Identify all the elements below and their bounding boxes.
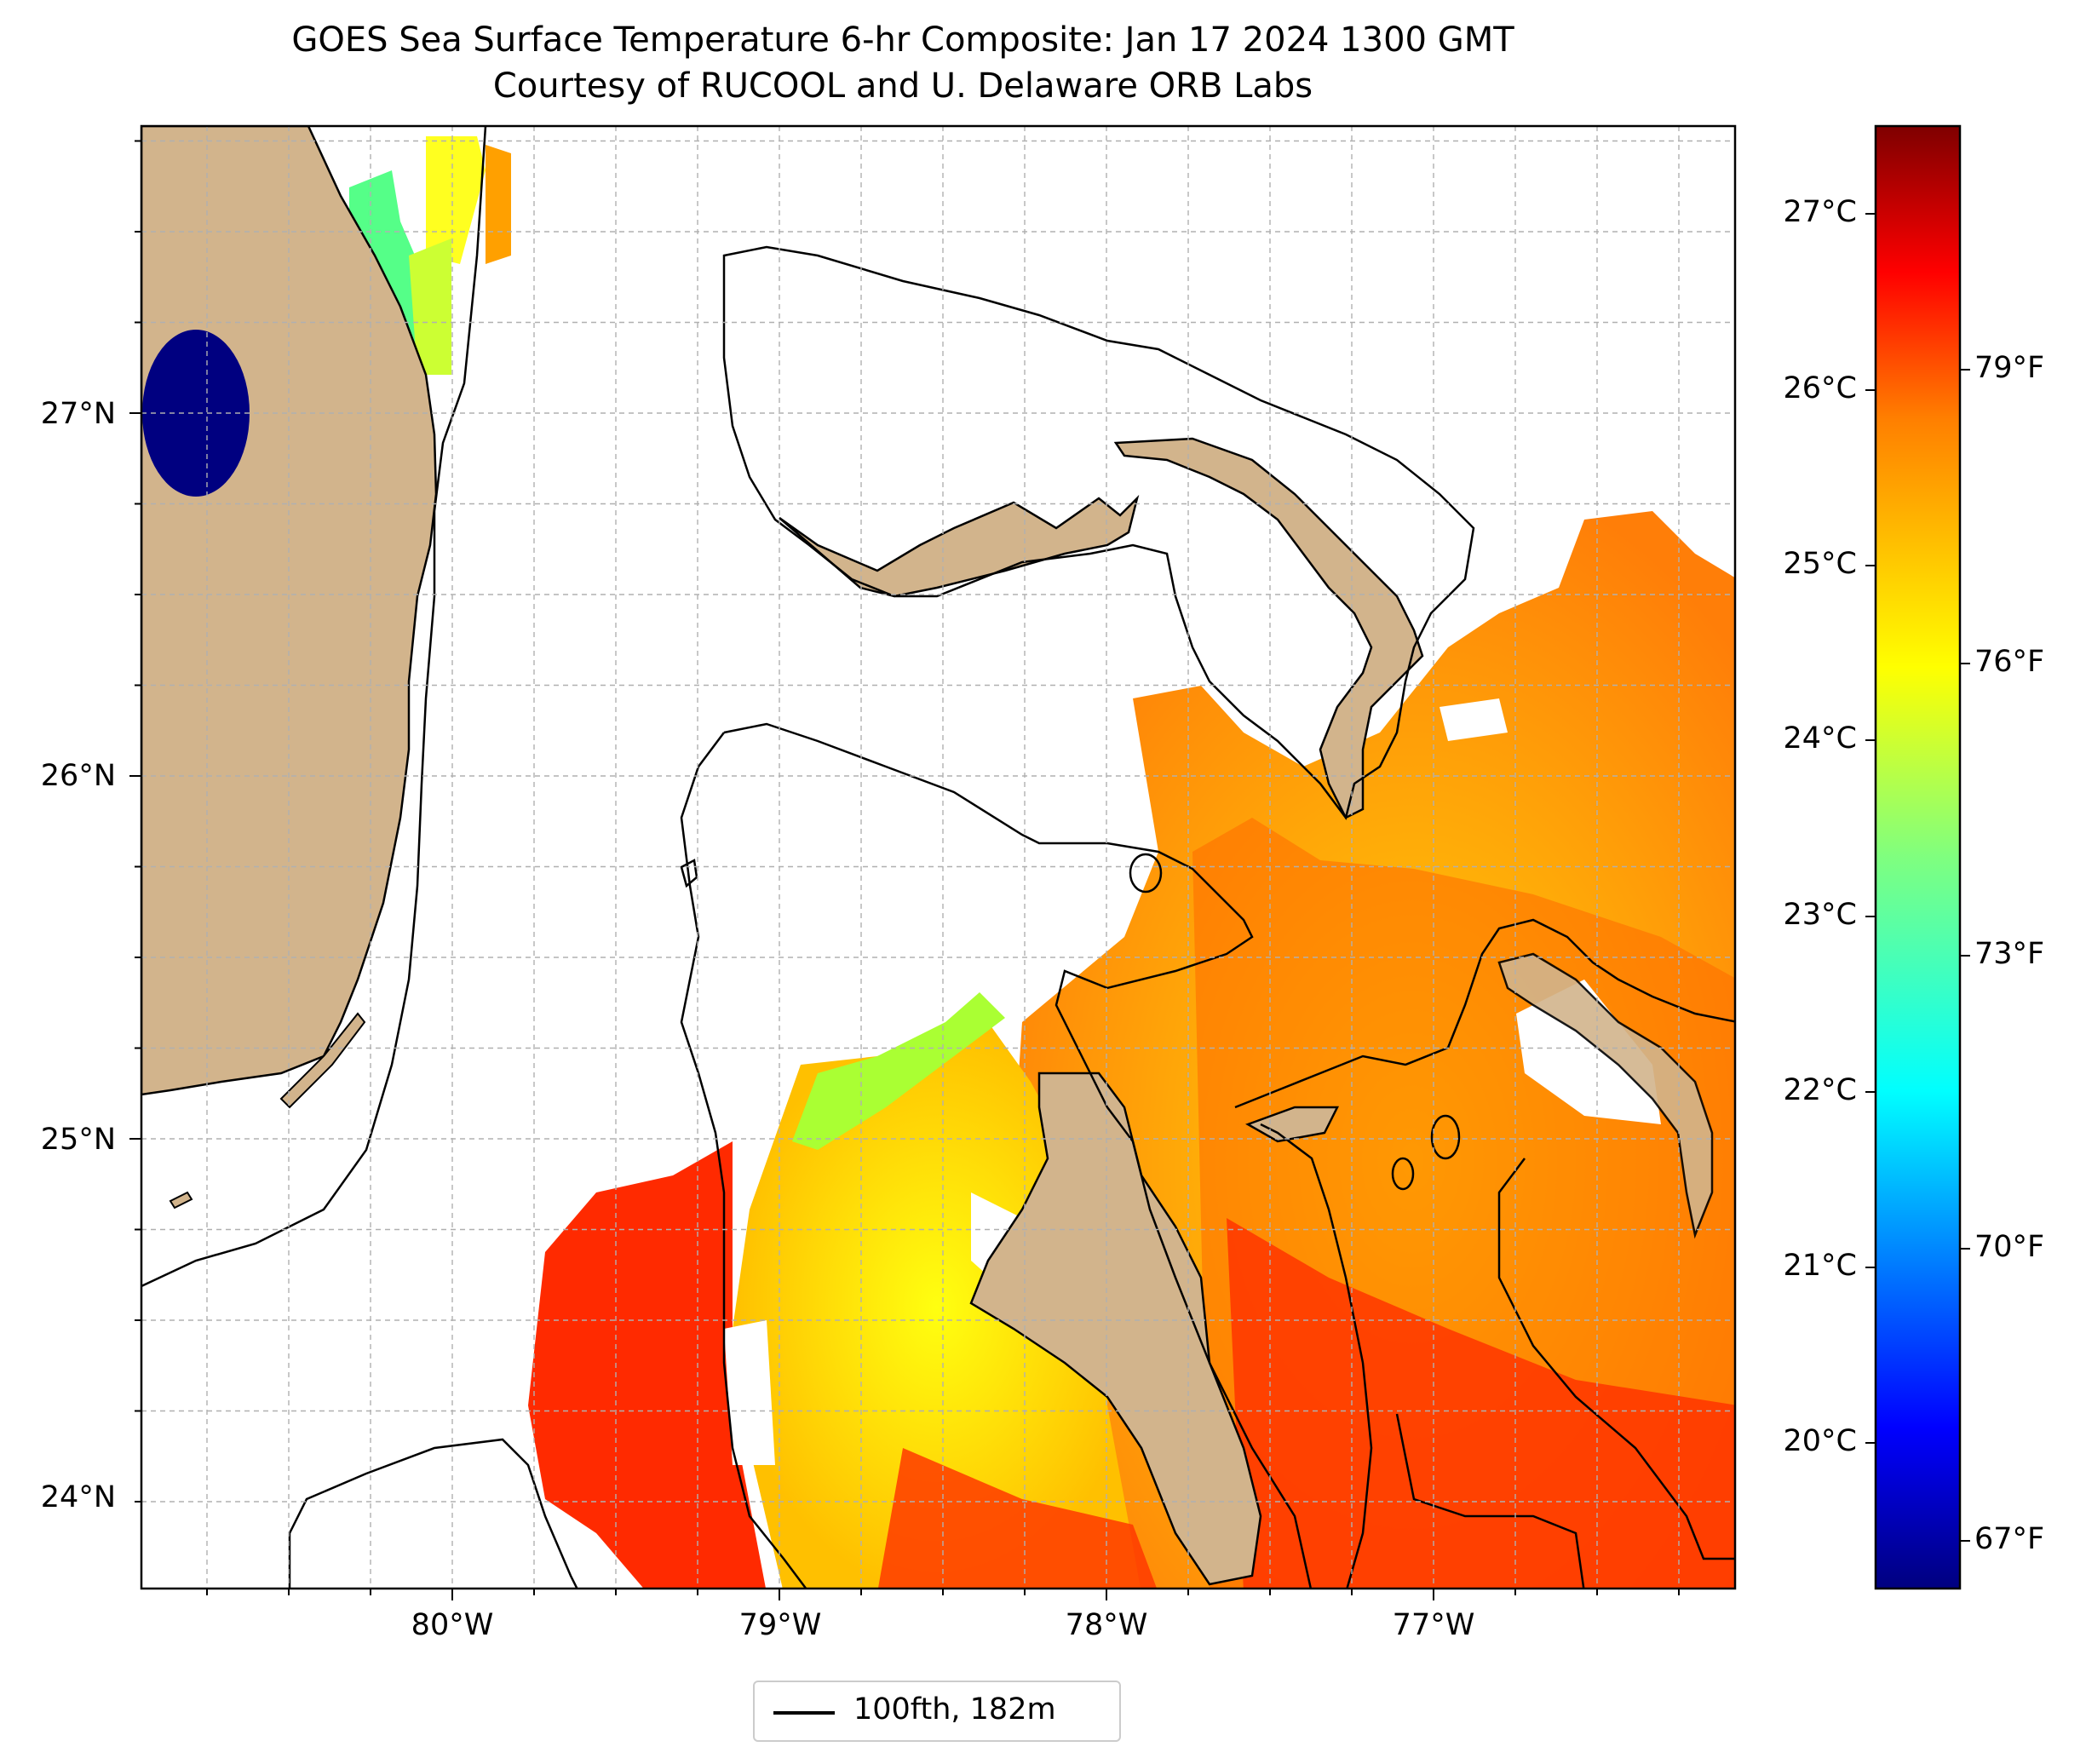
cbar-label-26c: 26°C: [1783, 371, 1857, 405]
grand-bahama-land: [779, 494, 1140, 598]
cbar-label-79f: 79°F: [1974, 351, 2045, 385]
no-data-gap-3: [724, 1320, 775, 1465]
cbar-label-70f: 70°F: [1974, 1230, 2045, 1264]
keys-1: [169, 1191, 193, 1210]
lon-label-80w: 80°W: [411, 1608, 494, 1642]
cbar-label-21c: 21°C: [1783, 1249, 1857, 1283]
sst-red-southwest: [528, 1141, 767, 1589]
lat-label-27n: 27°N: [40, 397, 116, 431]
cbar-label-27c: 27°C: [1783, 195, 1857, 229]
contour-exuma-2: [1395, 1413, 1585, 1589]
cbar-label-20c: 20°C: [1783, 1424, 1857, 1458]
contour-exuma-3: [1497, 1158, 1735, 1560]
sst-yellow-west: [733, 1022, 1141, 1589]
legend: 100fth, 182m: [753, 1681, 1121, 1742]
legend-line-swatch: [773, 1711, 835, 1715]
lon-label-78w: 78°W: [1065, 1608, 1148, 1642]
cbar-label-67f: 67°F: [1974, 1522, 2045, 1556]
eleuthera-land: [1497, 952, 1714, 1239]
map-title-line2: Courtesy of RUCOOL and U. Delaware ORB L…: [492, 66, 1313, 106]
lat-label-26n: 26°N: [40, 759, 116, 793]
bathymetry-contours: [141, 126, 1735, 1589]
keys-2: [279, 1012, 366, 1109]
contour-islet-3: [1129, 853, 1163, 893]
axis-ticks: [129, 140, 1680, 1600]
lake-okeechobee: [142, 330, 250, 497]
sst-north-yellowgreen: [409, 238, 451, 375]
lon-label-77w: 77°W: [1392, 1608, 1475, 1642]
sst-red-southeast: [1227, 1218, 1735, 1589]
colorbar-ticks: [1865, 213, 1970, 1542]
contour-islet-2: [1391, 1157, 1415, 1191]
sst-north-orange: [486, 145, 511, 264]
contour-bimini: [680, 859, 698, 888]
contour-tongue-of-ocean: [1234, 918, 1735, 1109]
lon-label-79w: 79°W: [738, 1608, 822, 1642]
sst-green-patch: [792, 992, 1005, 1150]
colorbar: [1874, 124, 1962, 1590]
cbar-label-73f: 73°F: [1974, 937, 2045, 971]
contour-little-bahama-bank: [722, 245, 1475, 820]
lat-label-25n: 25°N: [40, 1123, 116, 1157]
contour-great-bahama-bank: [723, 722, 1313, 1589]
no-data-gap-1: [1440, 698, 1508, 741]
contour-exuma-sound: [1260, 1123, 1373, 1589]
abaco-land: [1113, 437, 1424, 819]
cbar-label-76f: 76°F: [1974, 645, 2045, 679]
gridlines: [141, 126, 1735, 1589]
sst-north-yellow: [426, 136, 486, 264]
cbar-label-23c: 23°C: [1783, 898, 1857, 932]
lat-label-24n: 24°N: [40, 1480, 116, 1514]
cbar-label-25c: 25°C: [1783, 547, 1857, 581]
map-frame: [140, 124, 1737, 1590]
contour-south-bank: [288, 1438, 578, 1589]
map-title-line1: GOES Sea Surface Temperature 6-hr Compos…: [291, 20, 1514, 60]
cbar-label-24c: 24°C: [1783, 721, 1857, 756]
contour-islet-1: [1430, 1114, 1461, 1160]
contour-bank-west-edge: [680, 732, 807, 1589]
legend-label: 100fth, 182m: [853, 1692, 1056, 1727]
cbar-label-22c: 22°C: [1783, 1073, 1857, 1107]
sst-red-south: [877, 1448, 1158, 1589]
